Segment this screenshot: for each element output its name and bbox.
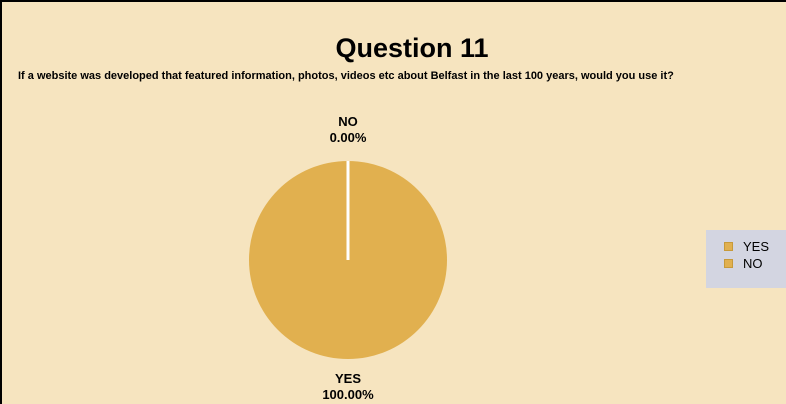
- slice-percent-no: 0.00%: [330, 130, 367, 145]
- chart-title: Question 11: [335, 33, 489, 63]
- slice-label-yes: YES: [335, 371, 361, 386]
- chart-subtitle: If a website was developed that featured…: [18, 70, 674, 82]
- legend-swatch-no: [724, 259, 733, 268]
- legend-item-no: NO: [724, 255, 786, 272]
- legend-item-yes: YES: [724, 238, 786, 255]
- slice-percent-yes: 100.00%: [322, 387, 374, 402]
- slice-label-no: NO: [338, 114, 358, 129]
- legend-label-yes: YES: [743, 239, 770, 254]
- legend-label-no: NO: [743, 256, 763, 271]
- chart-legend: YES NO: [706, 230, 786, 288]
- legend-swatch-yes: [724, 242, 733, 251]
